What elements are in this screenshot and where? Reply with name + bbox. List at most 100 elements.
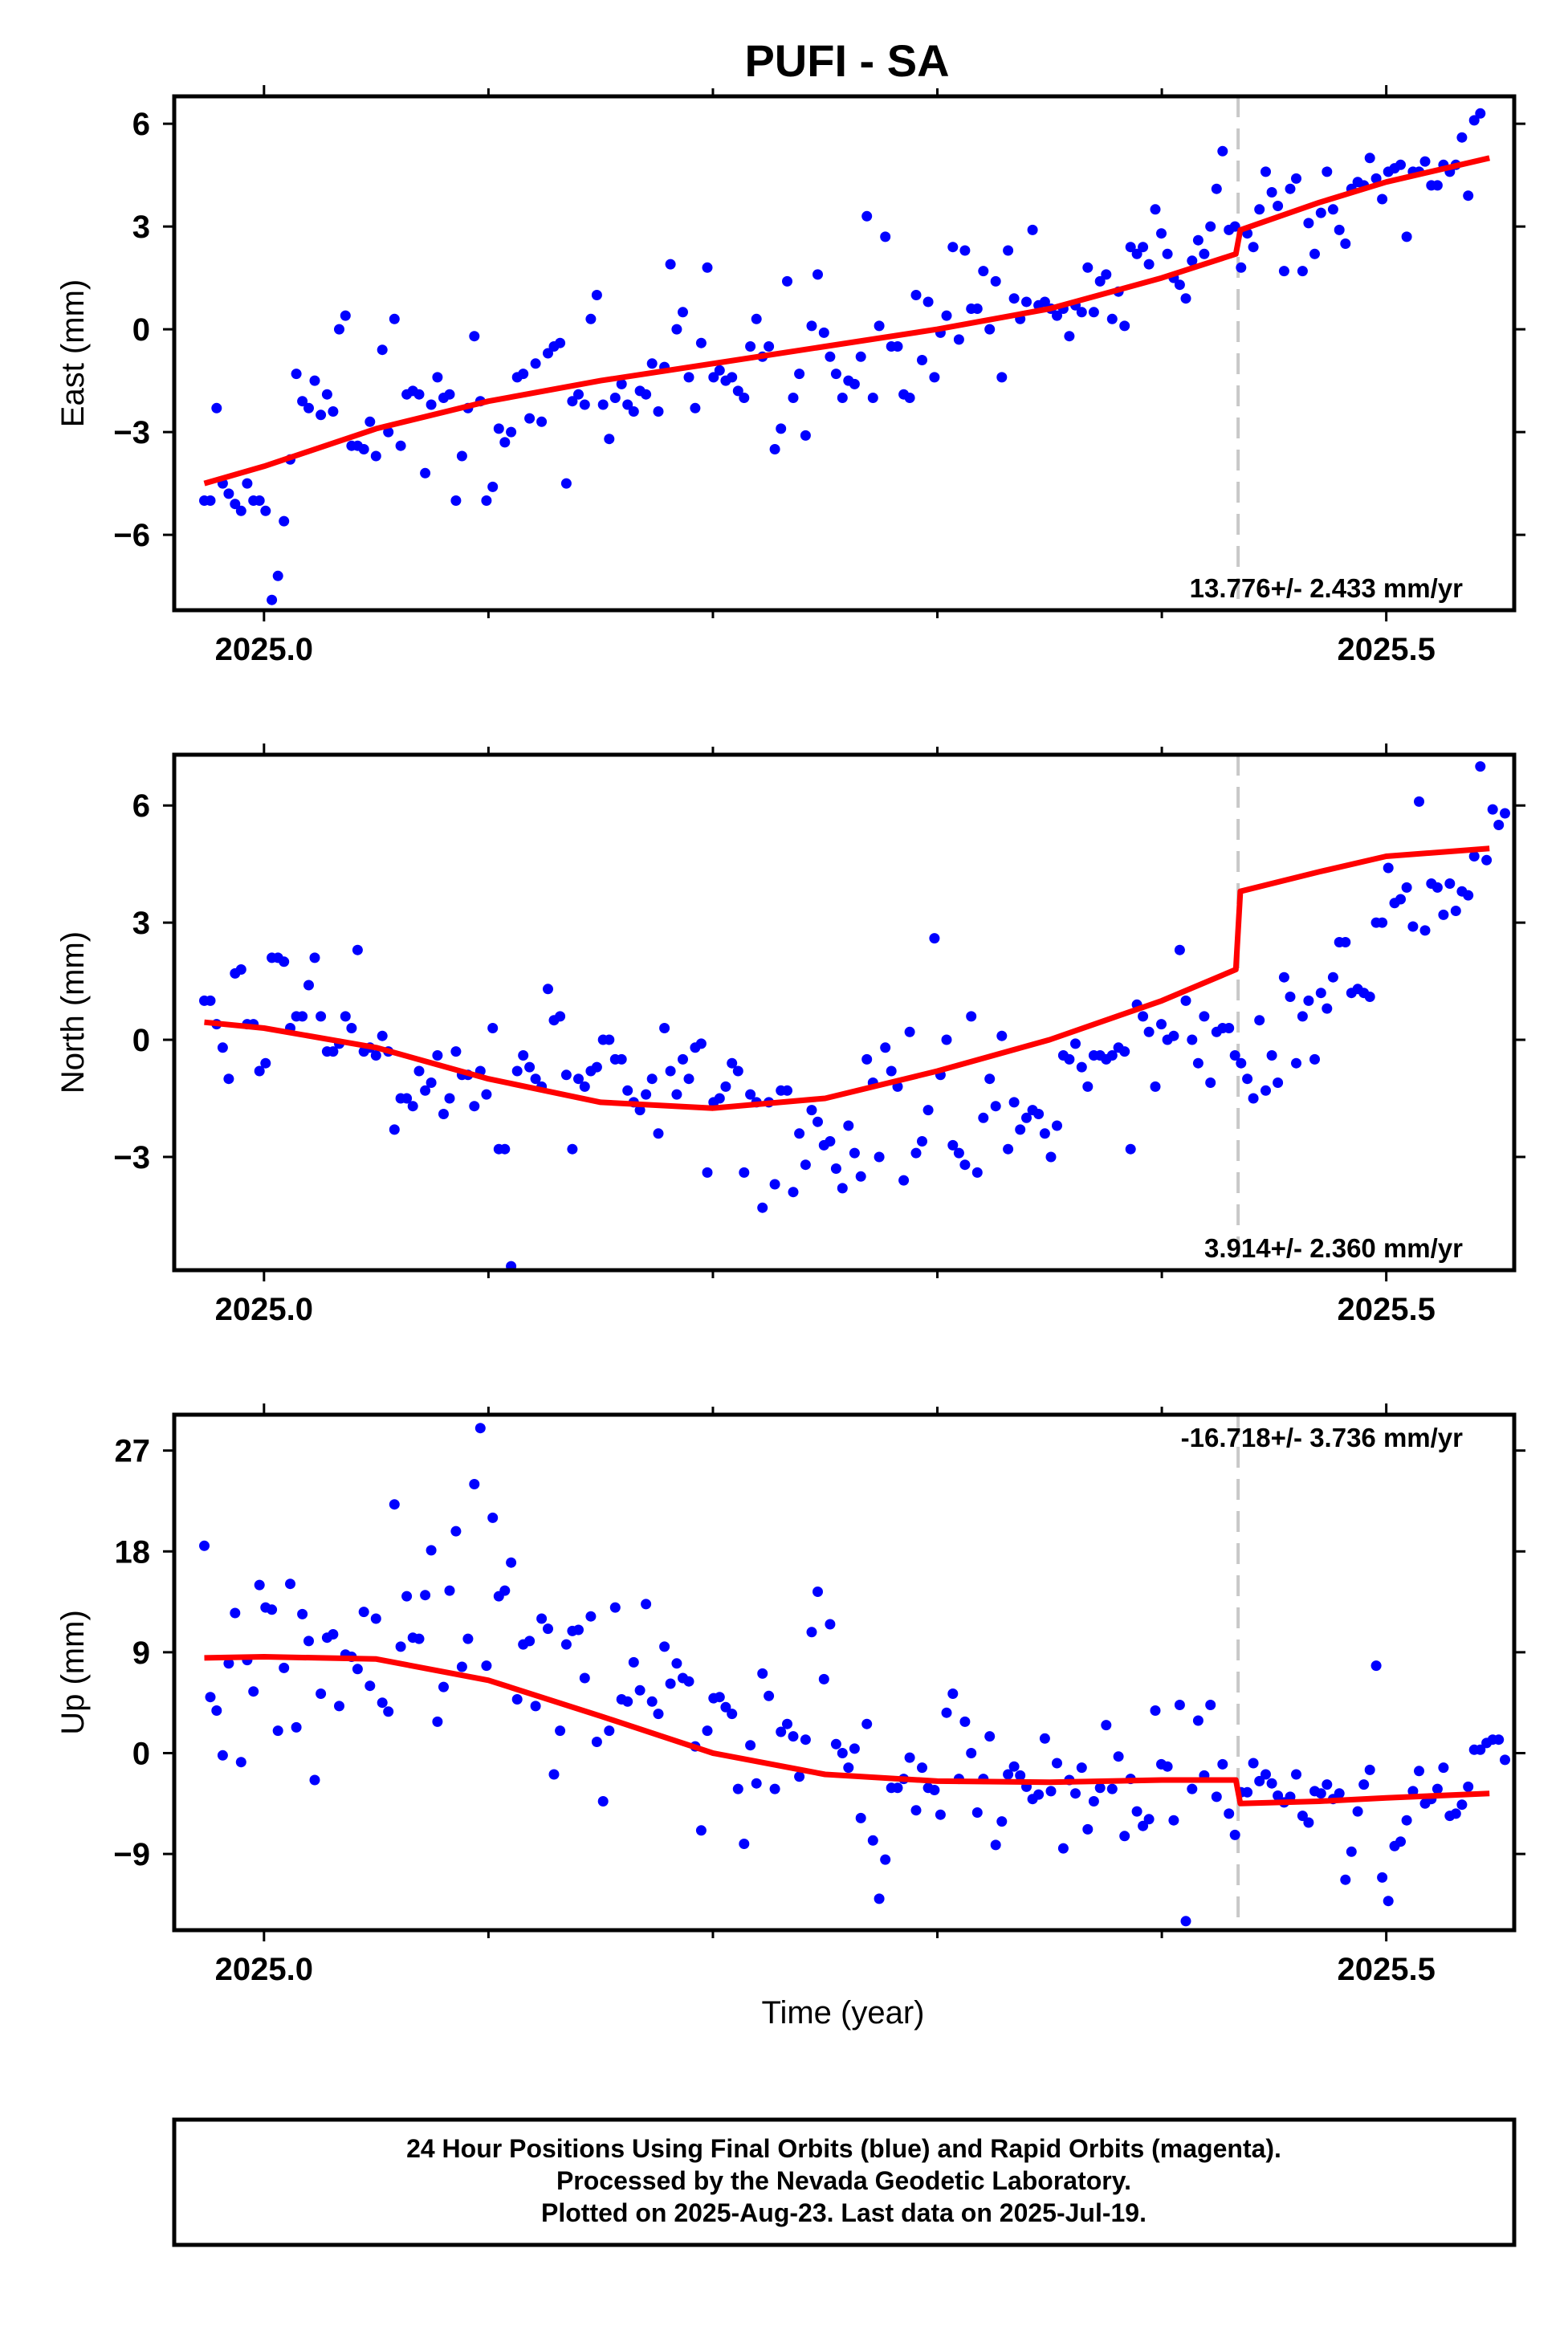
data-point <box>782 1085 792 1096</box>
data-point <box>1094 275 1106 287</box>
data-point <box>1438 1762 1449 1774</box>
data-point <box>1370 173 1382 184</box>
y-axis-label: East (mm) <box>55 279 91 427</box>
x-tick-label: 2025.0 <box>215 632 313 667</box>
data-point <box>1082 1081 1094 1092</box>
data-point <box>849 1743 860 1754</box>
data-point <box>941 1034 952 1045</box>
data-point <box>1254 1015 1265 1026</box>
data-point <box>910 290 922 300</box>
data-point <box>849 378 860 389</box>
data-point <box>616 378 627 389</box>
data-point <box>297 1608 308 1619</box>
data-point <box>1052 1120 1062 1131</box>
data-point <box>745 1740 756 1751</box>
data-point <box>1082 1823 1094 1835</box>
data-point <box>1003 245 1014 256</box>
data-point <box>776 423 787 434</box>
data-point <box>1248 1758 1259 1769</box>
data-point <box>1500 1754 1510 1766</box>
data-point <box>1101 1720 1112 1731</box>
y-tick-label: 6 <box>132 788 150 824</box>
data-point <box>665 259 676 270</box>
data-point <box>279 1662 290 1673</box>
data-point <box>358 444 369 454</box>
data-point <box>444 1093 455 1104</box>
data-point <box>543 348 553 359</box>
data-point <box>1076 1061 1087 1073</box>
data-point <box>702 1725 713 1737</box>
data-point <box>971 303 983 314</box>
data-point <box>830 1738 841 1750</box>
data-point <box>769 1179 780 1190</box>
data-point <box>567 396 578 407</box>
data-point <box>291 1721 302 1733</box>
data-point <box>334 1701 344 1712</box>
data-point <box>665 1678 676 1689</box>
data-point <box>346 1023 357 1033</box>
data-point <box>413 1633 425 1644</box>
data-point <box>732 1783 743 1794</box>
data-point <box>1156 228 1167 239</box>
data-point <box>984 1073 996 1085</box>
north-points <box>199 761 1510 1270</box>
data-point <box>825 351 836 362</box>
data-point <box>800 430 811 441</box>
data-point <box>365 1680 376 1692</box>
data-point <box>794 369 805 380</box>
data-point <box>959 245 971 256</box>
data-point <box>609 393 621 403</box>
data-point <box>1315 1788 1326 1799</box>
data-point <box>1303 218 1314 229</box>
data-point <box>389 1499 400 1510</box>
y-tick-label: −3 <box>113 415 150 450</box>
data-point <box>641 1599 652 1610</box>
data-point <box>806 320 817 332</box>
data-point <box>659 1023 670 1033</box>
y-tick-label: 0 <box>132 1736 150 1771</box>
data-point <box>1033 1789 1045 1800</box>
data-point <box>481 1660 492 1672</box>
data-point <box>867 393 878 403</box>
data-point <box>641 389 652 400</box>
data-point <box>628 406 639 417</box>
data-point <box>1168 1815 1179 1826</box>
data-point <box>996 1030 1008 1041</box>
data-point <box>506 1261 517 1270</box>
data-point <box>328 1629 339 1640</box>
data-point <box>426 399 437 410</box>
data-point <box>953 1147 964 1159</box>
data-point <box>904 1026 915 1037</box>
data-point <box>720 1081 731 1092</box>
data-point <box>518 1050 529 1061</box>
data-point <box>1261 1085 1271 1096</box>
data-point <box>874 1151 885 1163</box>
data-point <box>984 324 996 335</box>
data-point <box>604 1725 615 1737</box>
data-point <box>1217 1758 1228 1770</box>
x-tick-label: 2025.5 <box>1337 632 1435 667</box>
data-point <box>487 1023 499 1033</box>
data-point <box>1008 293 1020 304</box>
data-point <box>1273 201 1284 211</box>
data-point <box>530 1701 541 1712</box>
data-point <box>984 1731 996 1742</box>
data-point <box>223 1658 234 1669</box>
data-point <box>1138 1011 1149 1022</box>
data-point <box>235 1757 246 1768</box>
data-point <box>1088 307 1099 318</box>
data-point <box>818 327 829 338</box>
data-point <box>917 1136 927 1147</box>
data-point <box>1131 248 1142 259</box>
data-point <box>1045 1151 1057 1163</box>
data-point <box>922 1105 934 1116</box>
data-point <box>438 1681 449 1693</box>
data-point <box>910 1147 922 1159</box>
data-point <box>646 358 658 369</box>
model-fit-line <box>204 845 1490 1111</box>
data-point <box>1125 1143 1136 1155</box>
data-point <box>843 1120 854 1131</box>
data-point <box>316 409 327 421</box>
data-point <box>365 416 376 427</box>
data-point <box>334 324 344 335</box>
